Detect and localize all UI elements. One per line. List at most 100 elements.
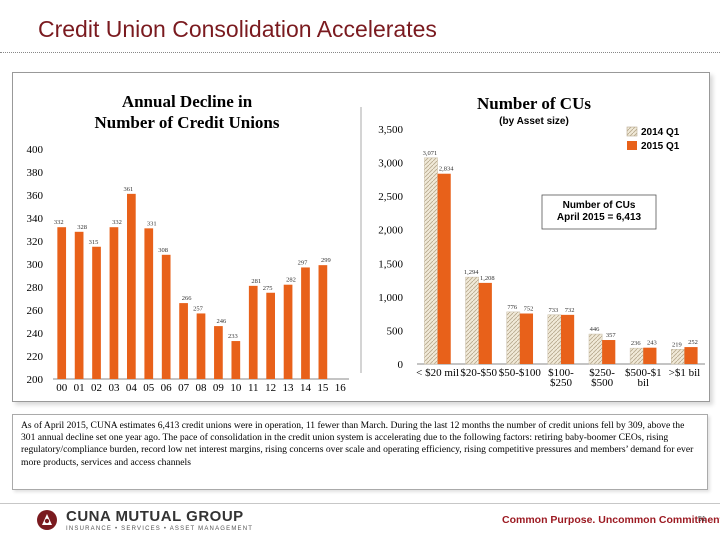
- left-y-tick-label: 320: [27, 236, 44, 248]
- bar-2014-q1: [671, 349, 685, 365]
- left-x-tick-label: 08: [196, 382, 208, 394]
- left-x-tick-label: 01: [74, 382, 85, 394]
- decline-bar-label: 266: [182, 295, 193, 302]
- left-y-tick-label: 300: [27, 259, 44, 271]
- decline-bar: [144, 228, 154, 379]
- footer-tagline: Common Purpose. Uncommon Commitment.: [502, 514, 720, 526]
- bar-2014-q1: [465, 276, 479, 365]
- decline-bar-label: 308: [158, 247, 168, 254]
- bar-2015-q1-label: 752: [524, 306, 534, 313]
- left-x-tick-label: 13: [283, 382, 295, 394]
- decline-bar: [318, 265, 328, 379]
- left-y-tick-label: 220: [27, 351, 44, 363]
- decline-bar-label: 332: [112, 219, 122, 226]
- bar-2014-q1-label: 733: [549, 307, 559, 314]
- decline-bar: [127, 193, 136, 379]
- bar-2015-q1: [643, 347, 657, 364]
- decline-bar-label: 361: [123, 186, 133, 193]
- right-y-tick-label: 3,000: [378, 158, 403, 170]
- left-y-tick-label: 280: [27, 282, 44, 294]
- cuna-mutual-logo-icon: [37, 510, 57, 530]
- left-x-tick-label: 11: [248, 382, 259, 394]
- right-y-tick-label: 1,000: [378, 292, 403, 304]
- charts-panel: Annual Decline in Number of Credit Unions…: [12, 72, 710, 402]
- bar-2014-q1-label: 446: [590, 326, 601, 333]
- right-x-tick-label: $500: [591, 377, 614, 389]
- decline-bar: [161, 254, 171, 379]
- bar-2015-q1: [602, 340, 616, 364]
- bar-2015-q1-label: 357: [606, 332, 617, 339]
- right-chart: Number of CUs (by Asset size) 0 500 1,000 1,5…: [378, 94, 705, 389]
- decline-bar-label: 275: [263, 285, 273, 292]
- bar-2014-q1: [629, 347, 644, 365]
- right-x-tick-label: bil: [637, 377, 649, 389]
- commentary-text: As of April 2015, CUNA estimates 6,413 c…: [12, 414, 708, 490]
- left-chart: Annual Decline in Number of Credit Unions…: [27, 92, 349, 394]
- left-x-tick-label: 14: [300, 382, 312, 394]
- bar-2015-q1-label: 732: [565, 307, 575, 314]
- decline-bar: [248, 285, 258, 379]
- left-x-tick-label: 15: [317, 382, 329, 394]
- bar-2014-q1-label: 1,294: [464, 269, 479, 276]
- decline-bar: [196, 313, 206, 379]
- bar-2014-q1: [424, 157, 438, 365]
- right-x-tick-label: $500-$1: [625, 367, 662, 379]
- annotation-text: Number of CUs: [563, 200, 636, 211]
- left-chart-title-line: Annual Decline in: [122, 92, 253, 111]
- left-x-tick-label: 10: [230, 382, 242, 394]
- decline-bar-label: 246: [217, 318, 228, 325]
- left-y-tick-label: 400: [27, 144, 44, 156]
- left-x-tick-label: 09: [213, 382, 225, 394]
- left-y-tick-label: 200: [27, 374, 44, 386]
- right-x-tick-label: $20-$50: [460, 367, 497, 379]
- logo-wordmark: CUNA MUTUAL GROUP: [66, 508, 244, 525]
- left-chart-title-line: Number of Credit Unions: [95, 113, 280, 132]
- decline-bar: [231, 341, 241, 379]
- bar-2015-q1-label: 243: [647, 340, 657, 347]
- decline-bar: [266, 292, 275, 379]
- bar-2014-q1: [547, 314, 562, 365]
- decline-bar-label: 257: [193, 305, 204, 312]
- right-x-tick-label: >$1 bil: [669, 367, 701, 379]
- decline-bar-label: 299: [321, 257, 331, 264]
- bar-2015-q1-label: 252: [688, 339, 698, 346]
- left-x-tick-label: 12: [265, 382, 276, 394]
- right-y-tick-label: 0: [398, 359, 404, 371]
- bar-2015-q1-label: 1,208: [480, 275, 495, 282]
- decline-bar: [283, 284, 293, 379]
- right-chart-title: Number of CUs: [477, 94, 591, 113]
- decline-bar: [92, 246, 101, 379]
- decline-bar: [74, 231, 84, 379]
- bar-2014-q1: [506, 311, 521, 365]
- left-x-tick-label: 16: [335, 382, 347, 394]
- decline-bar-label: 233: [228, 333, 238, 340]
- slide-title: Credit Union Consolidation Accelerates: [38, 16, 437, 42]
- decline-bar: [109, 227, 119, 379]
- right-y-tick-label: 3,500: [378, 124, 403, 136]
- annotation-box: [541, 194, 657, 230]
- left-x-tick-label: 04: [126, 382, 138, 394]
- left-x-tick-label: 06: [161, 382, 173, 394]
- legend-swatch: [626, 126, 638, 137]
- decline-bar-label: 297: [298, 259, 309, 266]
- right-chart-subtitle: (by Asset size): [499, 116, 569, 127]
- left-x-tick-label: 02: [91, 382, 102, 394]
- decline-bar-label: 332: [54, 219, 64, 226]
- decline-bar-label: 315: [89, 239, 99, 246]
- bar-2015-q1: [437, 173, 451, 364]
- decline-bar-label: 328: [77, 224, 87, 231]
- left-y-tick-label: 380: [27, 167, 44, 179]
- right-x-tick-label: $250-: [589, 367, 615, 379]
- bar-2015-q1: [478, 282, 492, 364]
- right-y-tick-label: 500: [387, 325, 404, 337]
- left-x-tick-label: 07: [178, 382, 190, 394]
- decline-bar: [179, 303, 188, 379]
- footer-divider: [0, 503, 720, 504]
- left-y-tick-label: 260: [27, 305, 44, 317]
- decline-bar: [57, 227, 67, 379]
- decline-bar-label: 282: [286, 277, 296, 284]
- decline-bar: [301, 267, 310, 379]
- bar-2015-q1: [684, 347, 698, 364]
- left-y-tick-label: 240: [27, 328, 44, 340]
- legend-swatch: [627, 141, 637, 150]
